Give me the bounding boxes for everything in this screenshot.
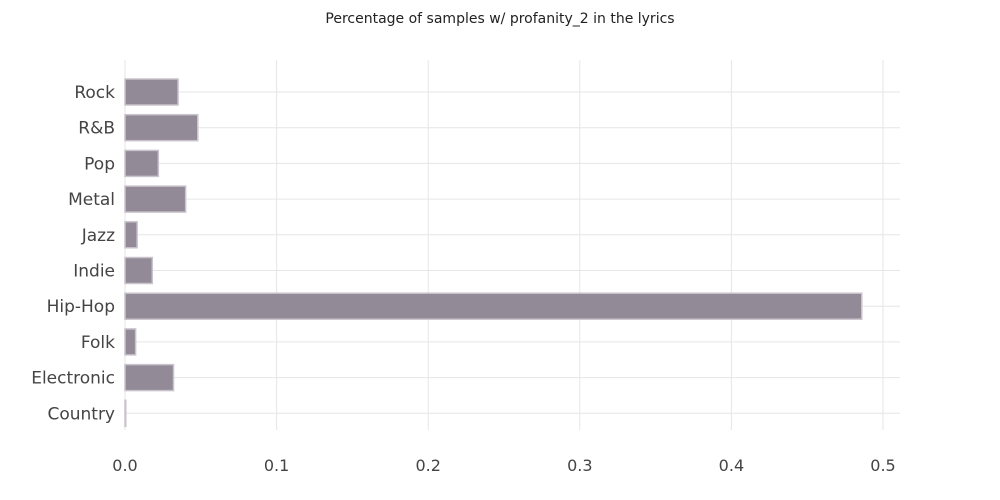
bar-metal — [124, 185, 187, 213]
bar-layer — [124, 78, 863, 428]
bar-electronic — [124, 363, 175, 392]
y-tick-label: Indie — [73, 262, 115, 282]
chart-title: Percentage of samples w/ profanity_2 in … — [325, 11, 674, 27]
x-tick-label: 0.2 — [415, 456, 440, 475]
x-tick-label: 0.4 — [719, 456, 744, 475]
x-tick-labels: 0.0 0.1 0.2 0.3 0.4 0.5 — [112, 456, 895, 475]
bar-indie — [124, 256, 154, 285]
bar-r-b — [124, 113, 199, 142]
y-tick-label: Jazz — [81, 226, 115, 246]
y-tick-label: Rock — [74, 83, 115, 103]
y-tick-label: Electronic — [31, 369, 115, 389]
bar-folk — [124, 328, 137, 356]
y-tick-labels: Rock R&B Pop Metal Jazz Indie Hip-Hop Folk Elect… — [31, 83, 115, 424]
y-tick-label: Metal — [68, 190, 115, 210]
grid-layer — [124, 60, 900, 430]
bar-country — [124, 399, 127, 428]
y-tick-label: Country — [47, 404, 115, 424]
y-tick-label: Pop — [84, 154, 115, 174]
x-tick-label: 0.1 — [264, 456, 289, 475]
y-tick-label: Hip-Hop — [47, 297, 115, 317]
x-tick-label: 0.3 — [567, 456, 592, 475]
bar-hip-hop — [124, 292, 863, 320]
bar-pop — [124, 149, 160, 178]
bar-rock — [124, 78, 179, 106]
x-tick-label: 0.0 — [112, 456, 137, 475]
bar-jazz — [124, 221, 138, 249]
x-tick-label: 0.5 — [870, 456, 895, 475]
y-tick-label: R&B — [78, 119, 115, 139]
y-tick-label: Folk — [81, 333, 115, 353]
